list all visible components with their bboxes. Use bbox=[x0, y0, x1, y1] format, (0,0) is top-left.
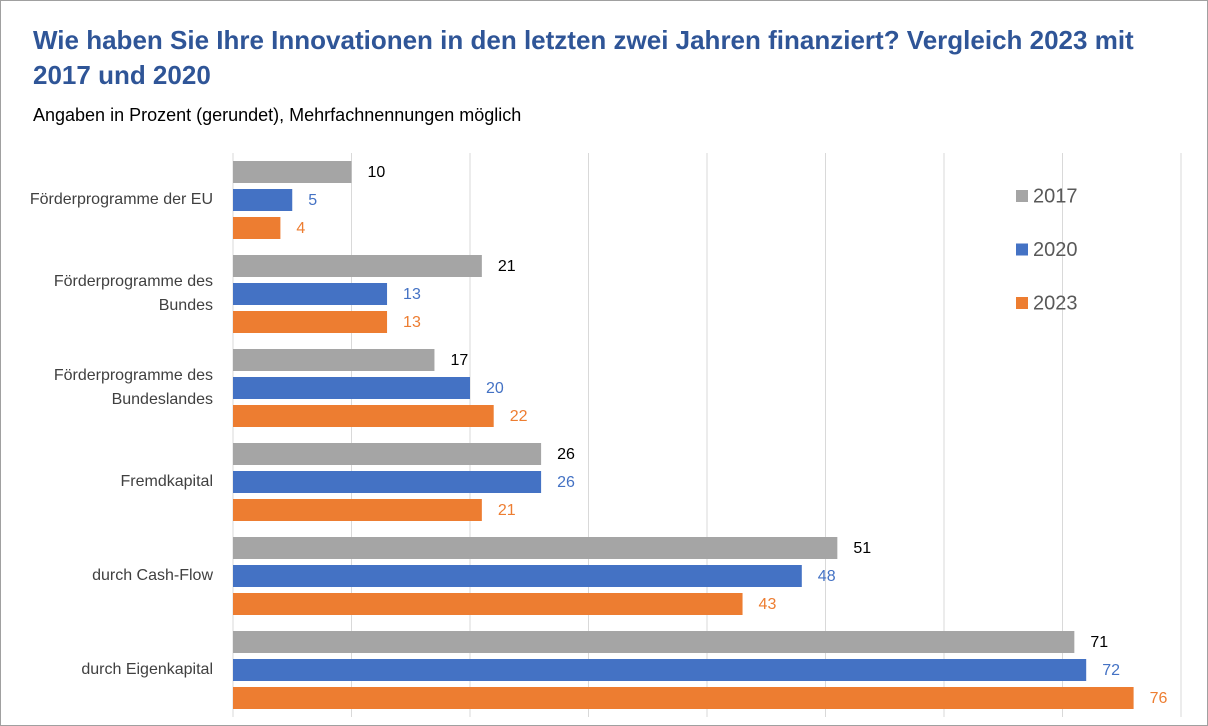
bar bbox=[233, 349, 435, 371]
value-label: 51 bbox=[853, 540, 871, 557]
value-label: 21 bbox=[498, 258, 516, 275]
chart-title: Wie haben Sie Ihre Innovationen in den l… bbox=[33, 25, 1134, 90]
value-label: 48 bbox=[818, 568, 836, 585]
category-label: durch Eigenkapital bbox=[81, 661, 213, 678]
bar bbox=[233, 255, 482, 277]
bar bbox=[233, 593, 743, 615]
value-label: 5 bbox=[308, 192, 317, 209]
category-label: durch Cash-Flow bbox=[92, 567, 213, 584]
bar bbox=[233, 377, 470, 399]
value-label: 72 bbox=[1102, 662, 1120, 679]
bar bbox=[233, 311, 388, 333]
category-label: Förderprogramme des Bundeslandes bbox=[53, 367, 213, 408]
category-label: Fremdkapital bbox=[120, 473, 213, 490]
legend-swatch bbox=[1016, 243, 1028, 256]
bar bbox=[233, 687, 1134, 709]
bar bbox=[233, 283, 388, 305]
value-label: 76 bbox=[1150, 690, 1168, 707]
value-label: 71 bbox=[1090, 634, 1108, 651]
chart-subtitle: Angaben in Prozent (gerundet), Mehrfachn… bbox=[33, 105, 522, 125]
value-label: 21 bbox=[498, 502, 516, 519]
bar bbox=[233, 659, 1087, 681]
bar bbox=[233, 161, 352, 183]
value-label: 43 bbox=[759, 596, 777, 613]
value-label: 17 bbox=[450, 352, 468, 369]
value-label: 20 bbox=[486, 380, 504, 397]
category-label: Förderprogramme des Bundes bbox=[53, 273, 213, 314]
legend-label: 2017 bbox=[1033, 185, 1078, 207]
bar bbox=[233, 537, 838, 559]
legend-swatch bbox=[1016, 297, 1028, 309]
bar bbox=[233, 631, 1075, 653]
bar bbox=[233, 217, 281, 239]
legend-label: 2023 bbox=[1033, 292, 1078, 314]
value-label: 13 bbox=[403, 314, 421, 331]
bar bbox=[233, 565, 802, 587]
value-label: 22 bbox=[510, 408, 528, 425]
value-label: 26 bbox=[557, 446, 575, 463]
category-label: Förderprogramme der EU bbox=[29, 191, 213, 208]
bar bbox=[233, 471, 542, 493]
value-label: 10 bbox=[368, 164, 386, 181]
bar bbox=[233, 405, 494, 427]
legend-label: 2020 bbox=[1033, 239, 1078, 261]
value-label: 4 bbox=[296, 220, 305, 237]
bar bbox=[233, 443, 542, 465]
legend-swatch bbox=[1016, 190, 1028, 202]
value-label: 13 bbox=[403, 286, 421, 303]
bar bbox=[233, 499, 482, 521]
value-label: 26 bbox=[557, 474, 575, 491]
bar bbox=[233, 189, 293, 211]
